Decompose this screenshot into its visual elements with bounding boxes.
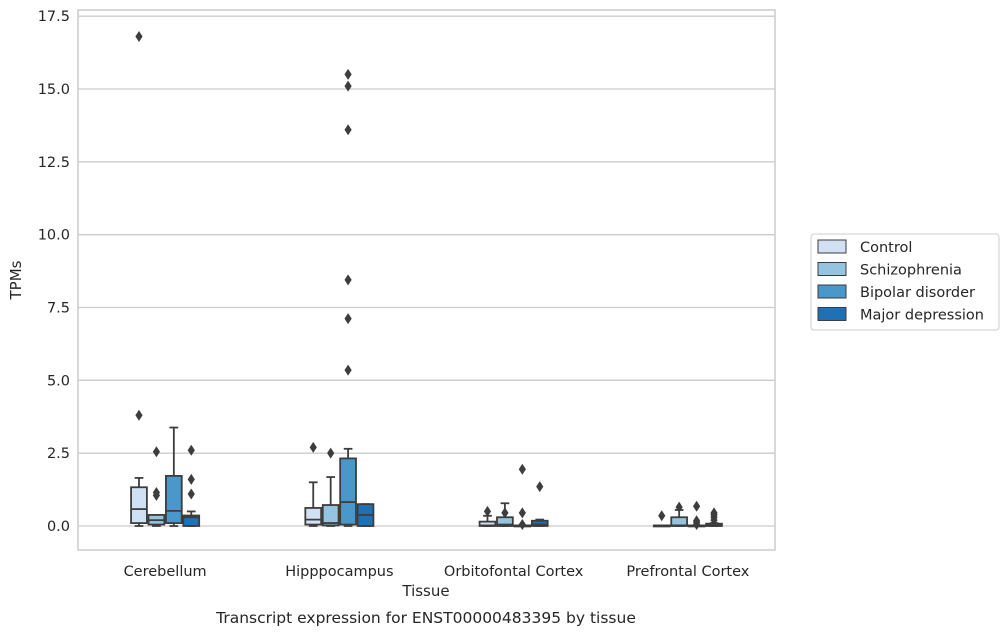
y-tick-label: 15.0 <box>38 82 70 98</box>
outlier-point <box>483 505 492 517</box>
outlier-point <box>710 507 718 519</box>
outlier-point <box>518 507 526 519</box>
outlier-point <box>675 501 683 513</box>
box-control <box>304 441 323 527</box>
outlier-point <box>692 500 701 512</box>
outlier-point <box>501 507 509 519</box>
outlier-point <box>518 463 526 475</box>
outlier-point <box>692 515 701 527</box>
box-body <box>304 507 323 526</box>
box-body <box>182 514 201 527</box>
outlier-point <box>536 481 544 493</box>
chart-caption: Transcript expression for ENST0000048339… <box>215 609 636 627</box>
box-body <box>130 486 148 524</box>
x-tick-label: Cerebellum <box>124 564 207 580</box>
outlier-point <box>344 68 352 80</box>
box-major-depression <box>356 503 375 527</box>
legend-label: Control <box>860 240 912 256</box>
legend-label: Bipolar disorder <box>860 285 975 301</box>
outlier-point <box>187 473 195 485</box>
box-control <box>130 31 148 527</box>
box-major-depression <box>705 507 723 527</box>
box-control <box>652 510 671 528</box>
box-body <box>165 474 183 524</box>
box-body <box>530 519 549 527</box>
legend-label: Major depression <box>860 308 984 324</box>
x-axis-label: Tissue <box>401 582 449 600</box>
box-schizophrenia <box>496 502 514 527</box>
x-tick-label: Orbitofontal Cortex <box>444 564 584 580</box>
outlier-point <box>518 519 526 531</box>
outlier-point <box>187 444 195 456</box>
box-control <box>478 505 497 527</box>
box-major-depression <box>530 481 549 527</box>
outlier-point <box>327 447 335 459</box>
legend-swatch <box>817 262 847 276</box>
outlier-point <box>152 446 161 458</box>
outlier-point <box>344 80 352 92</box>
outlier-point <box>187 488 195 500</box>
legend-frame <box>810 233 1000 331</box>
y-tick-label: 5.0 <box>47 373 70 389</box>
outlier-point <box>344 364 352 376</box>
box-bipolar-disorder <box>687 500 706 531</box>
outlier-point <box>658 510 666 522</box>
outlier-point <box>135 31 143 43</box>
outlier-point <box>344 274 352 286</box>
box-series <box>130 31 723 531</box>
outlier-point <box>344 124 352 136</box>
y-tick-label: 10.0 <box>38 228 70 244</box>
box-body <box>339 457 357 526</box>
outlier-point <box>152 486 161 498</box>
legend-label: Schizophrenia <box>860 263 962 279</box>
box-schizophrenia <box>147 446 166 527</box>
box-bipolar-disorder <box>513 463 532 531</box>
y-tick-labels: 0.0 2.5 5.0 7.5 10.0 12.5 15.0 17.5 <box>38 9 70 535</box>
box-schizophrenia <box>670 501 688 527</box>
box-schizophrenia <box>321 447 340 527</box>
legend-swatch <box>817 239 847 254</box>
y-tick-label: 17.5 <box>38 9 70 25</box>
y-gridlines <box>78 15 775 527</box>
box-bipolar-disorder <box>165 426 183 527</box>
x-tick-label: Hipppocampus <box>285 564 393 580</box>
y-tick-label: 2.5 <box>47 446 70 462</box>
box-major-depression <box>182 444 201 527</box>
outlier-point <box>135 409 143 421</box>
y-axis-label: TPMs <box>7 260 25 300</box>
y-tick-label: 7.5 <box>47 301 70 317</box>
y-tick-label: 0.0 <box>47 519 70 535</box>
legend-swatch <box>817 284 847 299</box>
legend-swatch <box>817 307 847 321</box>
box-body <box>321 504 340 527</box>
x-tick-labels: Cerebellum Hipppocampus Orbitofontal Corte… <box>124 564 750 580</box>
outlier-point <box>309 441 317 453</box>
box-bipolar-disorder <box>339 68 357 527</box>
y-tick-label: 12.5 <box>38 155 70 171</box>
outlier-point <box>344 313 352 325</box>
plot-frame <box>77 9 776 551</box>
legend: Control Schizophrenia Bipolar disorder Majo… <box>810 233 1000 331</box>
x-tick-label: Prefrontal Cortex <box>626 564 749 580</box>
